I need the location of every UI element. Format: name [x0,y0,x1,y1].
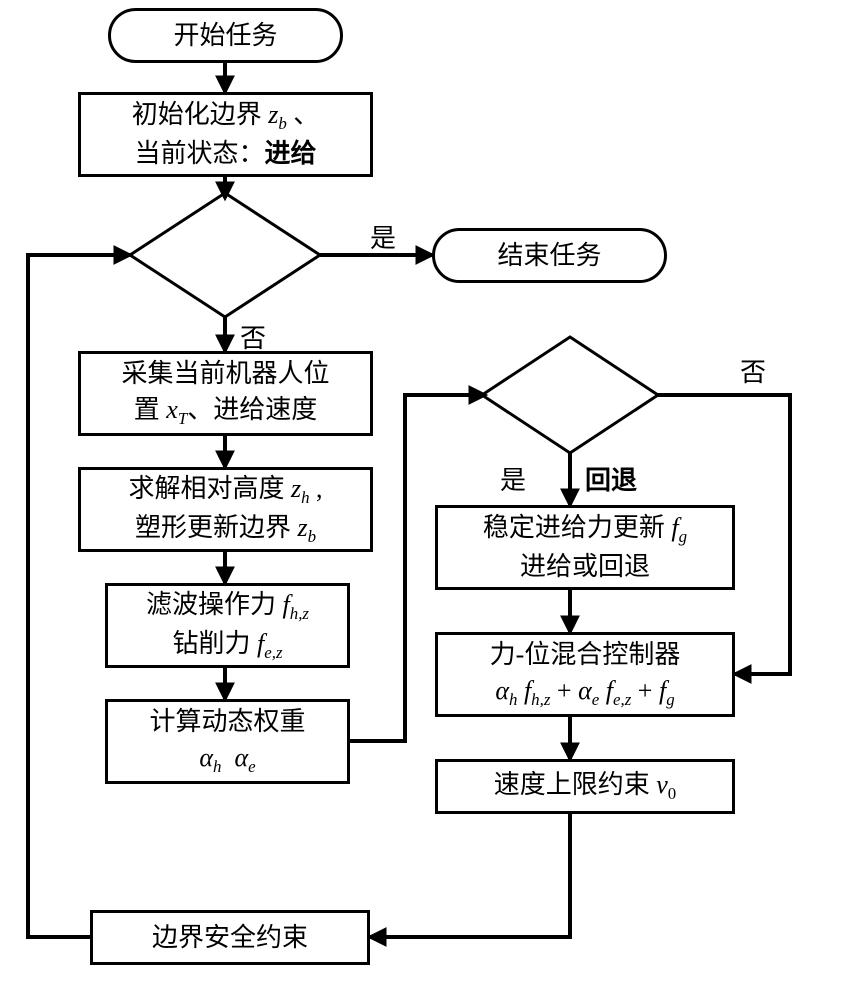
weight-node: 计算动态权重αh αe [105,699,350,784]
height-node: 求解相对高度 zh ,塑形更新边界 zb [78,467,373,552]
speed-node: 速度上限约束 v0 [435,759,735,814]
label-yes_done: 是 [370,218,396,255]
safe-node: 边界安全约束 [90,910,370,965]
collect-node: 采集当前机器人位置 xT、进给速度 [78,351,373,436]
label-retreat: 回退 [585,460,637,497]
label-no_done: 否 [240,318,266,355]
label-no_drill: 否 [740,352,766,389]
end-node: 结束任务 [432,228,667,283]
edge-speed-safe [370,814,570,937]
init-node: 初始化边界 zb 、当前状态：进给 [78,92,373,177]
ctrl-node: 力-位混合控制器αh fh,z + αe fe,z + fg [435,632,735,717]
drill-decision-label: 钻穿检测 [510,361,630,426]
done-decision-label: 是否完成 [165,221,285,286]
stable-node: 稳定进给力更新 fg进给或回退 [435,505,735,590]
start-node: 开始任务 [108,8,343,63]
filter-node: 滤波操作力 fh,z钻削力 fe,z [105,583,350,668]
label-yes_drill: 是 [500,460,526,497]
